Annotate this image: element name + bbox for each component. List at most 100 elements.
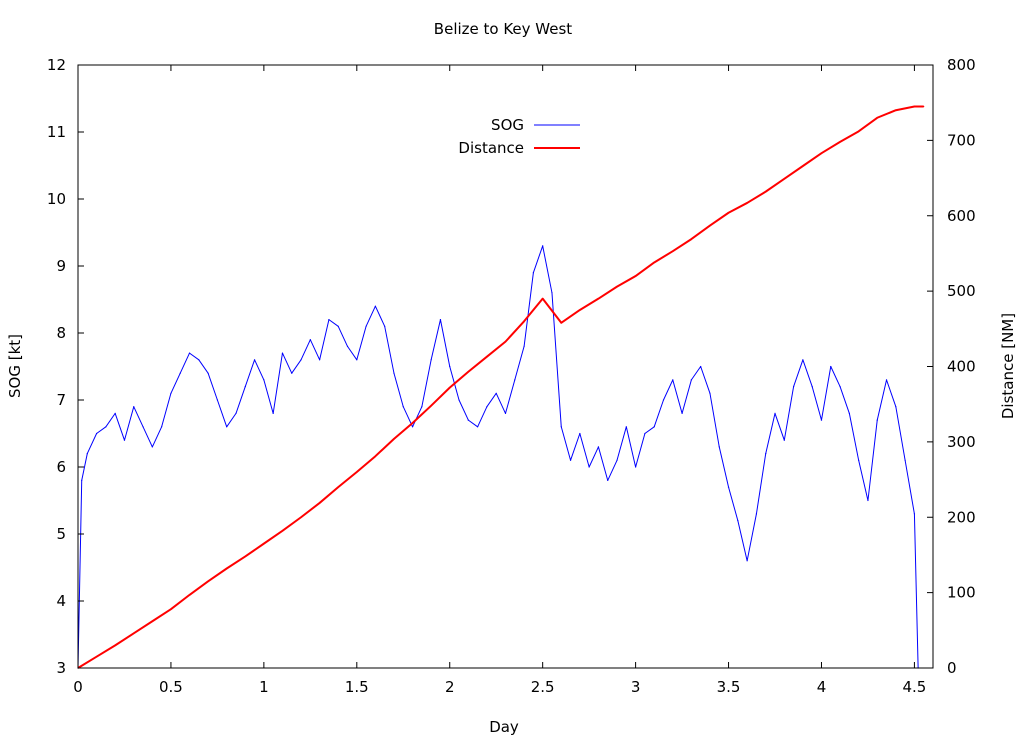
data-point-distance bbox=[783, 178, 785, 180]
data-point-distance bbox=[597, 298, 600, 300]
legend-label-distance: Distance bbox=[458, 139, 524, 157]
y-tick-label: 11 bbox=[47, 123, 66, 141]
data-point-sog bbox=[235, 412, 237, 414]
data-point-sog bbox=[337, 325, 339, 327]
data-point-sog bbox=[226, 426, 228, 428]
legend-label-sog: SOG bbox=[491, 116, 524, 134]
data-point-distance bbox=[653, 261, 655, 264]
data-point-sog bbox=[170, 392, 172, 394]
data-point-distance bbox=[542, 298, 544, 300]
data-point-distance bbox=[709, 224, 711, 227]
data-point-sog bbox=[718, 446, 720, 448]
x-tick-label: 3 bbox=[631, 678, 641, 696]
data-point-distance bbox=[523, 320, 525, 322]
data-point-distance bbox=[765, 191, 767, 193]
data-point-sog bbox=[449, 365, 451, 368]
data-point-sog bbox=[281, 352, 284, 354]
data-point-sog bbox=[244, 386, 246, 388]
data-point-sog bbox=[411, 426, 414, 428]
data-point-distance bbox=[319, 502, 321, 504]
data-point-distance bbox=[820, 152, 823, 154]
data-point-sog bbox=[867, 499, 869, 502]
data-point-sog bbox=[207, 372, 209, 374]
data-point-sog bbox=[635, 466, 637, 468]
y-tick-label: 3 bbox=[56, 659, 66, 677]
data-point-sog bbox=[625, 426, 627, 428]
y2-tick-label: 400 bbox=[947, 358, 976, 376]
data-point-sog bbox=[709, 392, 711, 394]
data-point-distance bbox=[579, 309, 581, 311]
data-point-sog bbox=[700, 365, 702, 368]
y2-tick-label: 200 bbox=[947, 508, 976, 526]
data-point-distance bbox=[727, 212, 730, 214]
data-point-sog bbox=[913, 513, 916, 515]
data-point-sog bbox=[876, 419, 878, 421]
x-tick-label: 4.5 bbox=[902, 678, 926, 696]
x-tick-label: 0.5 bbox=[159, 678, 183, 696]
data-point-sog bbox=[523, 345, 525, 347]
data-point-sog bbox=[858, 459, 860, 461]
data-point-sog bbox=[253, 359, 256, 361]
data-point-sog bbox=[727, 486, 730, 488]
data-point-distance bbox=[467, 371, 469, 373]
data-point-sog bbox=[904, 459, 906, 461]
data-point-sog bbox=[467, 419, 469, 421]
data-point-sog bbox=[579, 432, 581, 435]
data-point-sog bbox=[848, 412, 850, 414]
data-point-sog bbox=[105, 426, 107, 428]
data-point-sog bbox=[885, 379, 888, 381]
data-point-sog bbox=[393, 372, 395, 374]
x-tick-label: 2 bbox=[445, 678, 455, 696]
data-point-distance bbox=[672, 250, 674, 252]
data-point-sog bbox=[151, 446, 153, 448]
data-point-sog bbox=[597, 446, 600, 448]
data-point-distance bbox=[133, 632, 135, 634]
y-axis-ticks: 3 4 5 6 7 8 9 10 11 12 bbox=[47, 56, 84, 677]
data-point-sog bbox=[133, 406, 135, 408]
y-tick-label: 7 bbox=[56, 391, 66, 409]
data-point-distance bbox=[244, 555, 246, 558]
data-point-sog bbox=[532, 272, 534, 274]
data-point-distance bbox=[560, 322, 562, 324]
x-tick-label: 0 bbox=[73, 678, 83, 696]
data-point-distance bbox=[356, 471, 358, 473]
data-point-sog bbox=[421, 406, 423, 408]
data-point-distance bbox=[337, 486, 339, 488]
data-point-sog bbox=[272, 412, 274, 414]
data-point-distance bbox=[923, 105, 925, 108]
data-point-distance bbox=[913, 105, 916, 108]
data-point-distance bbox=[95, 656, 98, 658]
y-axis-label: SOG [kt] bbox=[6, 334, 24, 398]
data-point-sog bbox=[439, 319, 442, 321]
data-point-sog bbox=[346, 345, 349, 347]
y2-tick-label: 100 bbox=[947, 584, 976, 602]
data-point-sog bbox=[86, 453, 88, 455]
x-axis-label: Day bbox=[489, 718, 519, 736]
y-tick-label: 12 bbox=[47, 56, 66, 74]
data-point-distance bbox=[188, 594, 191, 596]
data-point-distance bbox=[151, 620, 153, 622]
data-point-sog bbox=[616, 459, 618, 461]
data-point-sog bbox=[142, 426, 144, 428]
data-point-sog bbox=[802, 359, 804, 361]
data-point-sog bbox=[477, 426, 479, 428]
data-point-sog bbox=[216, 399, 218, 401]
y-tick-label: 10 bbox=[47, 190, 66, 208]
plot-series bbox=[77, 105, 925, 669]
y-tick-label: 9 bbox=[56, 257, 66, 275]
data-point-sog bbox=[588, 466, 590, 468]
data-point-sog bbox=[793, 386, 795, 388]
data-point-sog bbox=[300, 359, 302, 361]
y2-tick-label: 700 bbox=[947, 131, 976, 149]
data-point-sog bbox=[820, 419, 823, 421]
data-point-sog bbox=[755, 513, 758, 515]
data-point-sog bbox=[681, 412, 683, 414]
data-point-sog bbox=[607, 479, 609, 481]
x-axis-ticks: 0 0.5 1 1.5 2 2.5 3 3.5 4 4.5 bbox=[73, 65, 926, 696]
data-point-sog bbox=[198, 359, 200, 361]
data-point-sog bbox=[830, 365, 832, 368]
x-tick-label: 1.5 bbox=[345, 678, 369, 696]
y2-axis-label: Distance [NM] bbox=[999, 313, 1017, 419]
data-point-sog bbox=[765, 453, 767, 455]
